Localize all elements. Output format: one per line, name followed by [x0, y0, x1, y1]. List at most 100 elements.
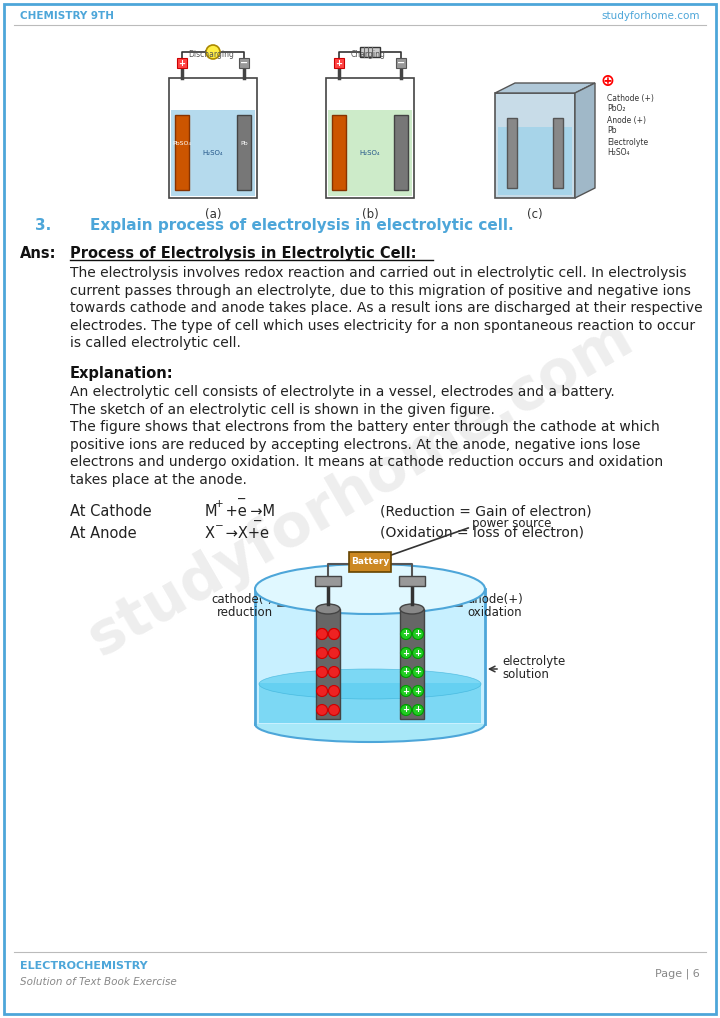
Circle shape [317, 704, 328, 716]
Text: electrodes. The type of cell which uses electricity for a non spontaneous reacti: electrodes. The type of cell which uses … [70, 319, 695, 333]
Bar [507, 118, 517, 188]
Bar [259, 683, 481, 723]
Text: electrolyte: electrolyte [502, 655, 565, 668]
Text: oxidation: oxidation [467, 607, 521, 620]
Bar [169, 78, 257, 197]
Text: PbO₂: PbO₂ [607, 104, 626, 113]
Ellipse shape [255, 564, 485, 614]
Text: reduction: reduction [217, 607, 273, 620]
Circle shape [400, 704, 412, 716]
Text: positive ions are reduced by accepting electrons. At the anode, negative ions lo: positive ions are reduced by accepting e… [70, 438, 640, 452]
Text: is called electrolytic cell.: is called electrolytic cell. [70, 336, 241, 350]
Text: +: + [415, 648, 421, 658]
Text: H₂SO₄: H₂SO₄ [203, 150, 223, 156]
Circle shape [328, 647, 340, 659]
Text: (a): (a) [204, 208, 221, 221]
Text: Charging: Charging [351, 50, 385, 59]
Circle shape [317, 667, 328, 678]
Text: (Reduction = Gain of electron): (Reduction = Gain of electron) [380, 504, 592, 518]
Bar [399, 576, 425, 586]
Text: →M: →M [241, 504, 275, 519]
Text: Discharging: Discharging [188, 50, 234, 59]
Text: H₂SO₄: H₂SO₄ [360, 150, 380, 156]
Text: takes place at the anode.: takes place at the anode. [70, 472, 247, 487]
Text: At Anode: At Anode [70, 525, 137, 541]
Circle shape [413, 628, 423, 639]
Circle shape [317, 647, 328, 659]
Text: −: − [240, 58, 248, 68]
Text: +: + [336, 58, 343, 67]
Ellipse shape [400, 604, 424, 614]
Text: Solution of Text Book Exercise: Solution of Text Book Exercise [20, 977, 176, 987]
Text: −: − [215, 520, 224, 530]
Text: Explanation:: Explanation: [70, 365, 174, 381]
Text: +: + [402, 705, 410, 715]
Text: power source: power source [472, 517, 552, 530]
Text: Battery: Battery [351, 558, 389, 566]
Text: At Cathode: At Cathode [70, 504, 152, 519]
Bar [498, 127, 572, 195]
Circle shape [400, 628, 412, 639]
Text: Process of Electrolysis in Electrolytic Cell:: Process of Electrolysis in Electrolytic … [70, 246, 416, 261]
Circle shape [413, 685, 423, 696]
Text: Cathode (+): Cathode (+) [607, 94, 654, 103]
Text: CHEMISTRY 9TH: CHEMISTRY 9TH [20, 11, 114, 21]
Bar [332, 115, 346, 190]
Text: ELECTROCHEMISTRY: ELECTROCHEMISTRY [20, 961, 148, 971]
Text: Ans:: Ans: [20, 246, 56, 261]
Text: cathode(-): cathode(-) [212, 592, 273, 606]
Circle shape [328, 628, 340, 639]
Bar [239, 58, 249, 68]
Circle shape [317, 685, 328, 696]
Text: +: + [415, 705, 421, 715]
Text: +: + [415, 686, 421, 695]
Text: towards cathode and anode takes place. As a result ions are discharged at their : towards cathode and anode takes place. A… [70, 301, 703, 315]
Bar [326, 78, 414, 197]
Ellipse shape [259, 669, 481, 699]
Text: H₂SO₄: H₂SO₄ [607, 148, 629, 157]
Text: +: + [215, 499, 224, 509]
Bar [400, 609, 424, 719]
Ellipse shape [255, 706, 485, 742]
Text: +: + [402, 629, 410, 638]
Bar [315, 576, 341, 586]
Bar [360, 47, 380, 57]
Bar [495, 93, 575, 197]
Polygon shape [495, 83, 595, 93]
Bar [349, 552, 391, 572]
Bar [334, 58, 344, 68]
Circle shape [400, 685, 412, 696]
Text: +: + [179, 58, 186, 67]
Bar [177, 58, 187, 68]
Text: +e: +e [221, 504, 247, 519]
Text: anode(+): anode(+) [467, 592, 523, 606]
Text: (b): (b) [361, 208, 379, 221]
Text: Pb: Pb [240, 140, 248, 146]
Text: Pb: Pb [607, 125, 616, 134]
Bar [553, 118, 563, 188]
Text: Page | 6: Page | 6 [655, 969, 700, 979]
Bar [328, 110, 412, 196]
Text: +: + [402, 686, 410, 695]
Text: +: + [415, 668, 421, 677]
Text: solution: solution [502, 669, 549, 681]
Text: ⊕: ⊕ [600, 72, 614, 90]
Text: (Oxidation = loss of electron): (Oxidation = loss of electron) [380, 525, 584, 540]
Bar [171, 110, 255, 196]
Bar [255, 589, 485, 724]
Ellipse shape [316, 604, 340, 614]
Circle shape [328, 667, 340, 678]
Text: Explain process of electrolysis in electrolytic cell.: Explain process of electrolysis in elect… [90, 218, 513, 233]
Bar [237, 115, 251, 190]
Circle shape [317, 628, 328, 639]
Text: +: + [402, 668, 410, 677]
Circle shape [413, 667, 423, 678]
Text: +: + [415, 629, 421, 638]
Text: −: − [397, 58, 405, 68]
Text: electrons and undergo oxidation. It means at cathode reduction occurs and oxidat: electrons and undergo oxidation. It mean… [70, 455, 663, 469]
Text: An electrolytic cell consists of electrolyte in a vessel, electrodes and a batte: An electrolytic cell consists of electro… [70, 385, 615, 399]
Text: →X+e: →X+e [221, 525, 269, 541]
Text: studyforhome.com: studyforhome.com [601, 11, 700, 21]
Bar [316, 609, 340, 719]
Text: Anode (+): Anode (+) [607, 115, 646, 124]
